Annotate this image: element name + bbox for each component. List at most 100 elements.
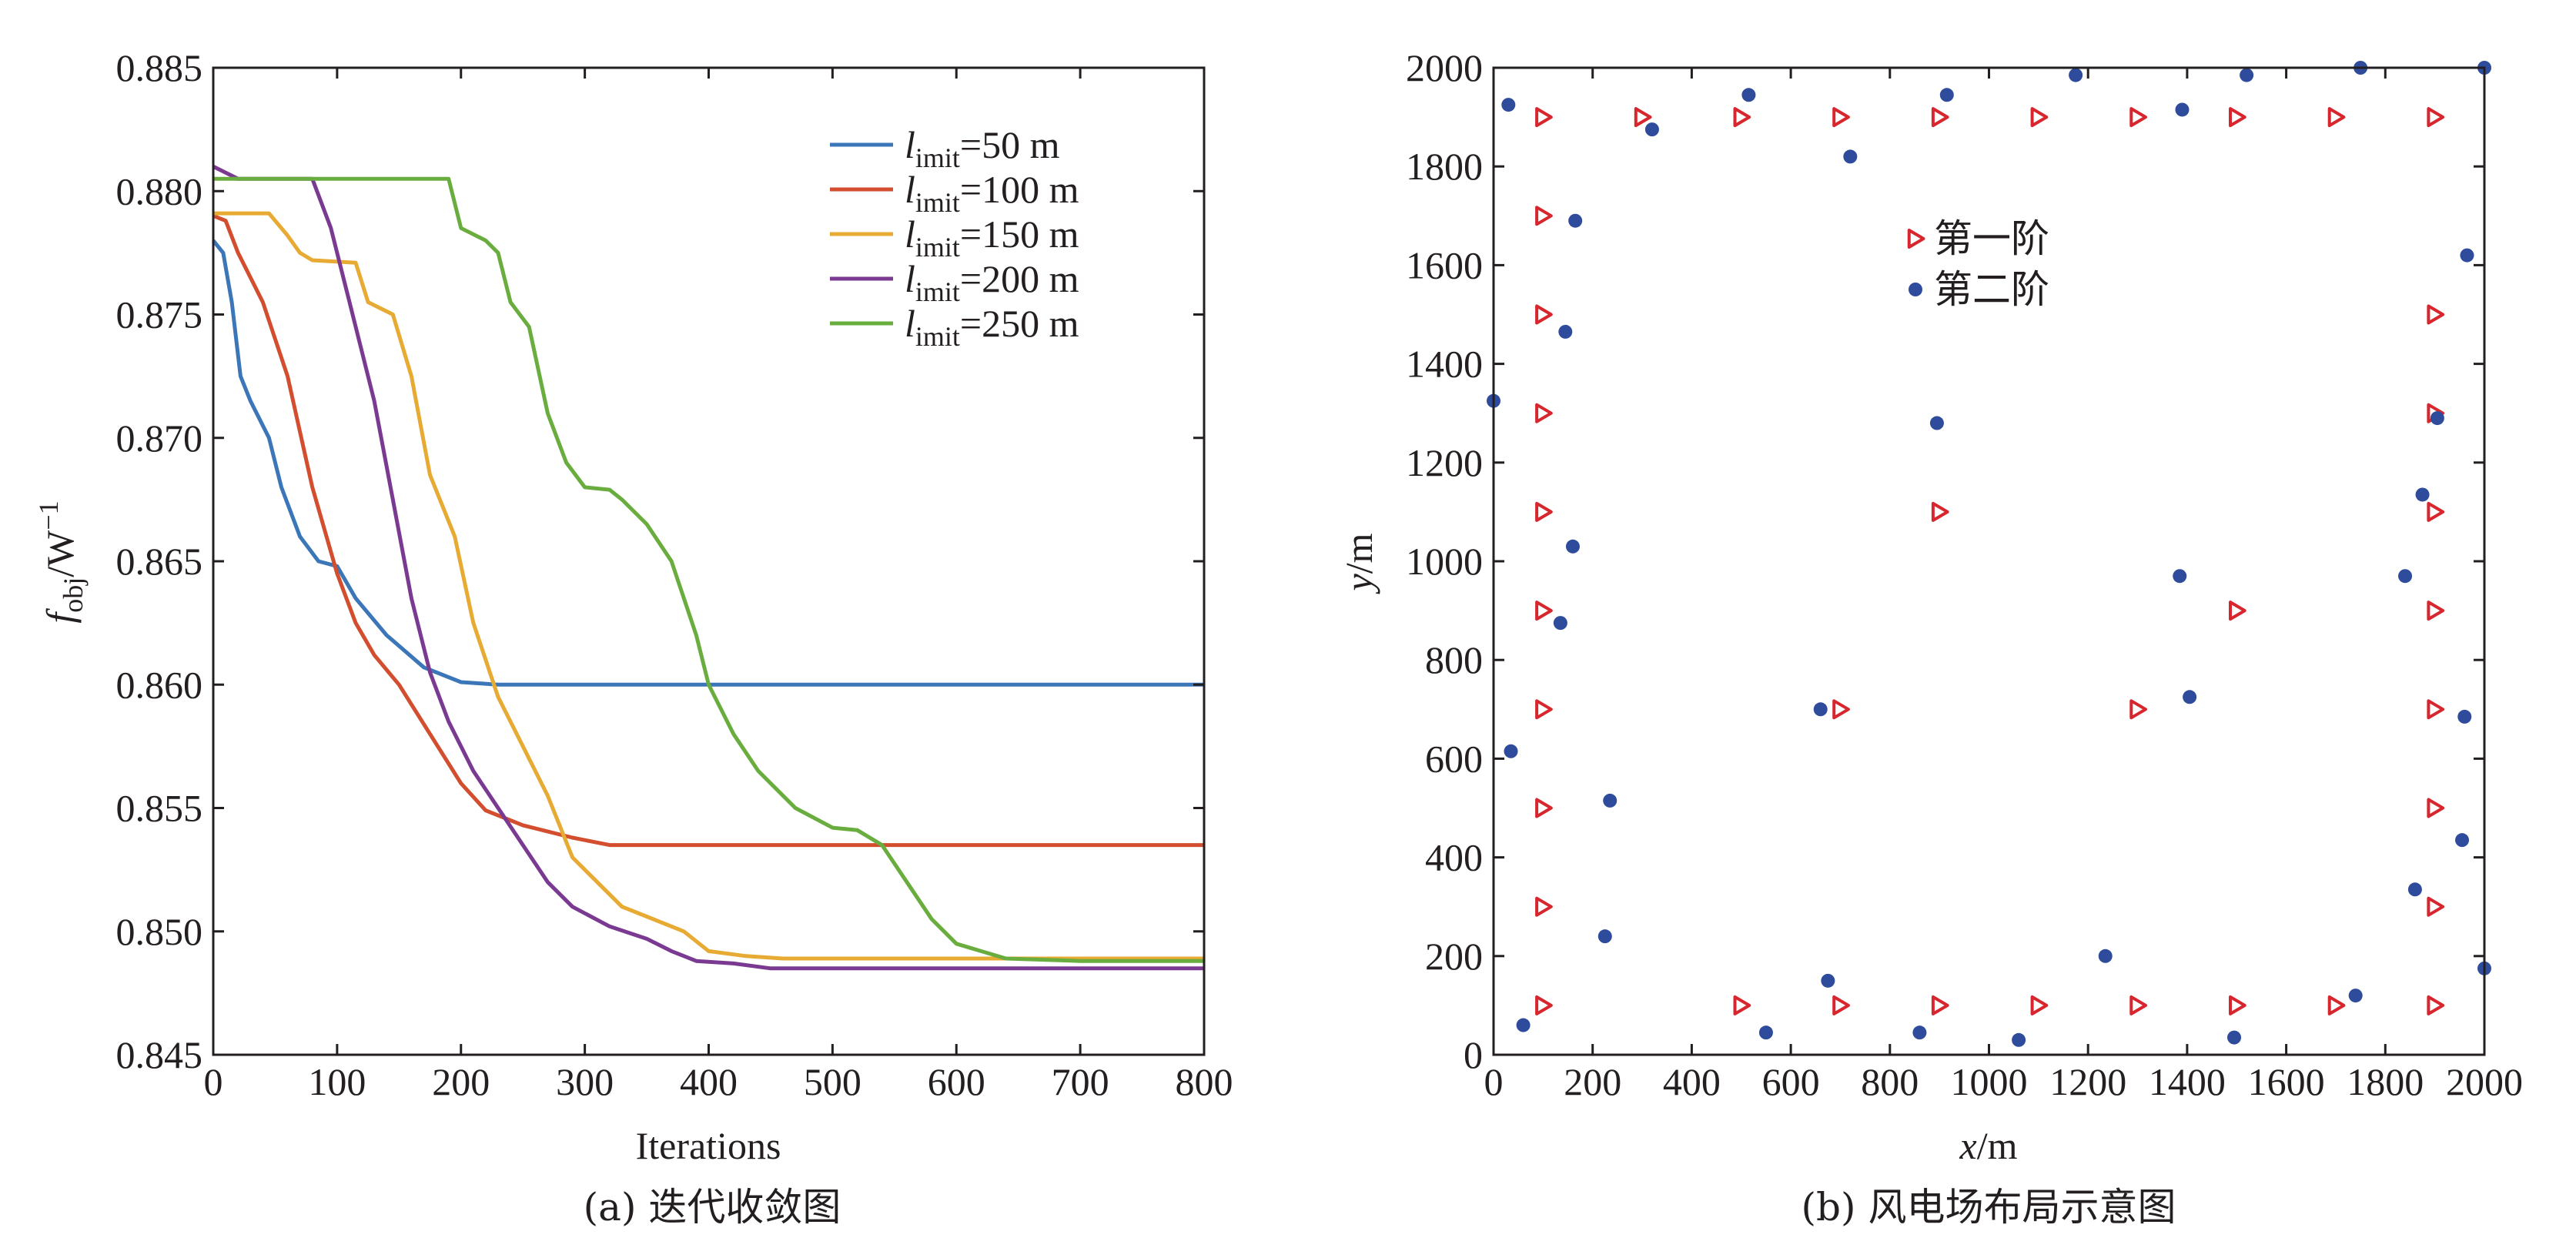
first-stage-marker (1535, 501, 1553, 522)
second-stage-marker (1843, 149, 1858, 164)
first-stage-marker (2427, 798, 2445, 818)
first-stage-marker (1535, 995, 1553, 1015)
layout-y-axis-label: y/m (1337, 533, 1380, 594)
second-stage-marker (1603, 793, 1618, 808)
second-stage-marker (2415, 487, 2430, 502)
first-stage-marker (1931, 107, 1949, 128)
series-line-2 (212, 213, 1204, 848)
second-stage-marker (1939, 88, 1954, 102)
y-tick-label: 200 (1425, 935, 1483, 978)
legend-label-4: limit=200 m (905, 257, 1079, 307)
x-label-main: x (1959, 1124, 1977, 1167)
first-stage-marker (2427, 107, 2445, 128)
first-stage-marker (1535, 107, 1553, 128)
first-stage-marker (2327, 107, 2346, 128)
y-label-main-b: y (1337, 574, 1380, 595)
second-stage-marker (2098, 949, 2113, 963)
first-stage-marker (1535, 403, 1553, 423)
y-tick-label: 0.850 (116, 910, 203, 953)
x-tick-label: 200 (432, 1060, 490, 1103)
first-stage-marker (2427, 699, 2445, 720)
second-stage-marker (2430, 411, 2444, 426)
layout-caption: (b) 风电场布局示意图 (1802, 1185, 2176, 1230)
series-line-5 (213, 176, 1204, 963)
layout-x-axis-label: x/m (1959, 1124, 2018, 1167)
x-tick-label: 200 (1564, 1060, 1621, 1103)
y-tick-label: 0.865 (116, 540, 203, 583)
series-line-3 (213, 211, 1204, 961)
legend-label-1: 第一阶 (1934, 216, 2049, 261)
second-stage-marker (2457, 709, 2472, 724)
y-label-unit: /W (38, 530, 82, 577)
second-stage-marker (1597, 929, 1612, 944)
second-stage-marker (2240, 68, 2254, 82)
second-stage-marker (1565, 539, 1580, 554)
y-tick-label: 600 (1425, 737, 1483, 780)
second-stage-marker (2407, 882, 2422, 897)
layout-chart: 0 200 400 600 800 1000 1200 1400 1600 1800 2000 0 2… (1337, 46, 2523, 1230)
second-stage-marker (1758, 1026, 1773, 1040)
y-tick-label: 1200 (1406, 441, 1483, 484)
y-label-unit-b: /m (1337, 533, 1380, 574)
second-stage-marker (1929, 416, 1944, 430)
second-stage-marker (2455, 833, 2470, 848)
layout-x-ticks: 0 200 400 600 800 1000 1200 1400 1600 1800 2000 (1484, 68, 2523, 1103)
y-tick-label: 0.860 (116, 663, 203, 706)
y-tick-label: 0.855 (116, 787, 203, 830)
second-stage-marker (1501, 98, 1516, 112)
first-stage-marker (1535, 601, 1553, 621)
x-tick-label: 400 (680, 1060, 738, 1103)
second-stage-marker (1741, 88, 1756, 102)
y-label-sup: −1 (33, 500, 64, 530)
first-stage-marker (1535, 304, 1553, 325)
x-tick-label: 700 (1052, 1060, 1109, 1103)
legend-label-3: limit=150 m (905, 212, 1079, 263)
second-stage-marker (1504, 744, 1518, 758)
layout-y-ticks: 0 200 400 600 800 1000 1200 1400 1600 1800 2000 (1406, 46, 2484, 1076)
x-tick-label: 800 (1176, 1060, 1233, 1103)
layout-markers-group (1487, 61, 2491, 1047)
convergence-series-group (212, 164, 1204, 971)
x-tick-label: 300 (556, 1060, 614, 1103)
y-label-sub: obj (58, 577, 89, 613)
legend-marker-second-stage (1909, 283, 1922, 296)
second-stage-marker (2069, 68, 2083, 82)
first-stage-marker (2327, 995, 2346, 1015)
first-stage-marker (2030, 107, 2049, 128)
y-tick-label: 2000 (1406, 46, 1483, 89)
second-stage-marker (1516, 1018, 1531, 1032)
first-stage-marker (1733, 107, 1751, 128)
second-stage-marker (2227, 1030, 2242, 1045)
x-tick-label: 1800 (2347, 1060, 2424, 1103)
y-tick-label: 1400 (1406, 343, 1483, 386)
first-stage-marker (1733, 995, 1751, 1015)
y-tick-label: 0.880 (116, 169, 203, 212)
first-stage-marker (2427, 304, 2445, 325)
second-stage-marker (2398, 569, 2413, 584)
series-line-4 (212, 164, 1204, 971)
first-stage-marker (1535, 206, 1553, 226)
legend-label-2: 第二阶 (1934, 267, 2049, 312)
first-stage-marker (2427, 601, 2445, 621)
x-tick-label: 400 (1663, 1060, 1721, 1103)
first-stage-marker (2427, 896, 2445, 917)
y-tick-label: 400 (1425, 836, 1483, 879)
legend-label-5: limit=250 m (905, 302, 1079, 352)
y-tick-label: 0 (1464, 1033, 1483, 1076)
x-tick-label: 600 (928, 1060, 985, 1103)
x-tick-label: 2000 (2446, 1060, 2523, 1103)
first-stage-marker (2229, 995, 2246, 1015)
convergence-y-ticks: 0.845 0.850 0.855 0.860 0.865 0.870 0.875 0.880… (116, 46, 1204, 1076)
second-stage-marker (2348, 989, 2363, 1003)
x-tick-label: 100 (308, 1060, 366, 1103)
convergence-x-ticks: 0 100 200 300 400 500 600 700 800 (204, 68, 1233, 1103)
x-tick-label: 500 (804, 1060, 861, 1103)
first-stage-marker (2427, 995, 2445, 1015)
second-stage-marker (2183, 690, 2197, 704)
first-stage-marker (1634, 107, 1652, 128)
second-stage-marker (1568, 213, 1583, 228)
x-tick-label: 800 (1861, 1060, 1919, 1103)
